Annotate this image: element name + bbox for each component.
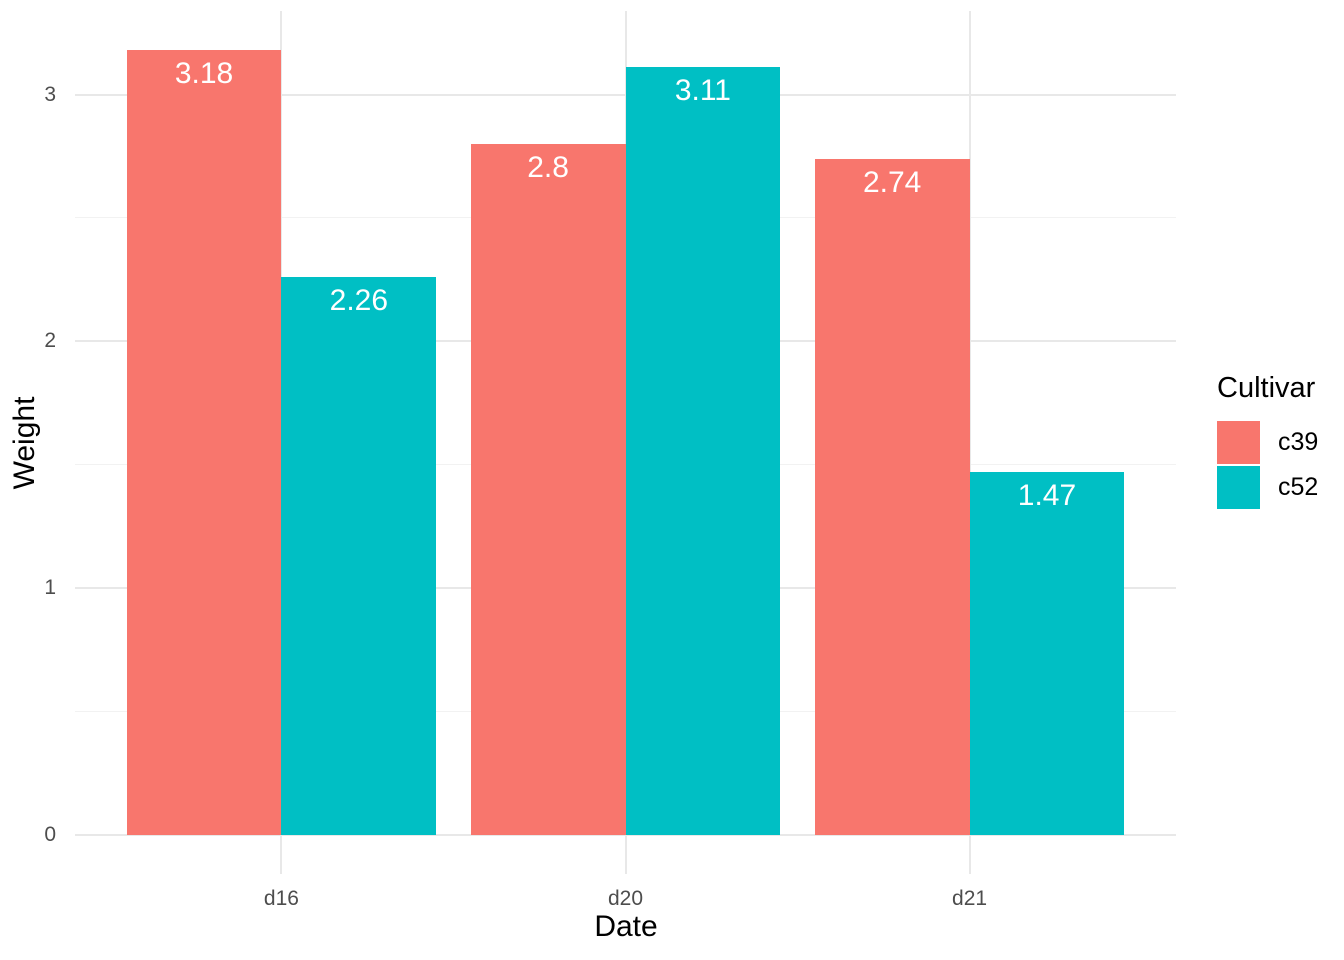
x-tick-label-d21: d21 [952,887,988,910]
x-axis-title: Date [594,910,658,943]
legend-entry-c39: c39 [1217,421,1318,464]
legend: Cultivar c39 c52 [1217,371,1318,511]
bar-c39-d20: 2.8 [470,143,626,835]
y-axis-title: Weight [8,396,41,490]
y-tick-label-2: 2 [44,329,56,353]
bar-c52-d21: 1.47 [969,472,1125,835]
bar-value-label-c52-d21: 1.47 [1017,479,1077,513]
bar-value-label-c39-d16: 3.18 [174,57,234,91]
bar-c39-d16: 3.18 [126,50,282,835]
x-tick-label-d20: d20 [607,887,644,910]
plot-panel: 3.18 2.8 2.74 2.26 3.11 1.47 [75,11,1176,874]
legend-label-c52: c52 [1278,473,1319,501]
legend-title: Cultivar [1217,372,1316,404]
y-tick-label-0: 0 [44,822,56,846]
bar-value-label-c52-d20: 3.11 [674,74,731,108]
bar-c52-d20: 3.11 [625,67,781,835]
bar-value-label-c39-d21: 2.74 [862,165,922,199]
y-tick-label-1: 1 [44,576,56,600]
x-tick-label-d16: d16 [263,887,299,910]
bar-value-label-c52-d16: 2.26 [329,284,389,318]
bar-value-label-c39-d20: 2.8 [527,150,569,184]
legend-label-c39: c39 [1278,428,1319,456]
legend-entries: c39 c52 [1217,421,1318,509]
legend-entry-c52: c52 [1217,466,1318,509]
legend-swatch-c52 [1217,466,1260,509]
gridline-major-x-d21 [968,11,971,874]
y-tick-label-3: 3 [44,82,56,106]
bar-c52-d16: 2.26 [281,277,437,835]
bar-c39-d21: 2.74 [814,158,970,835]
legend-swatch-c39 [1217,421,1260,464]
